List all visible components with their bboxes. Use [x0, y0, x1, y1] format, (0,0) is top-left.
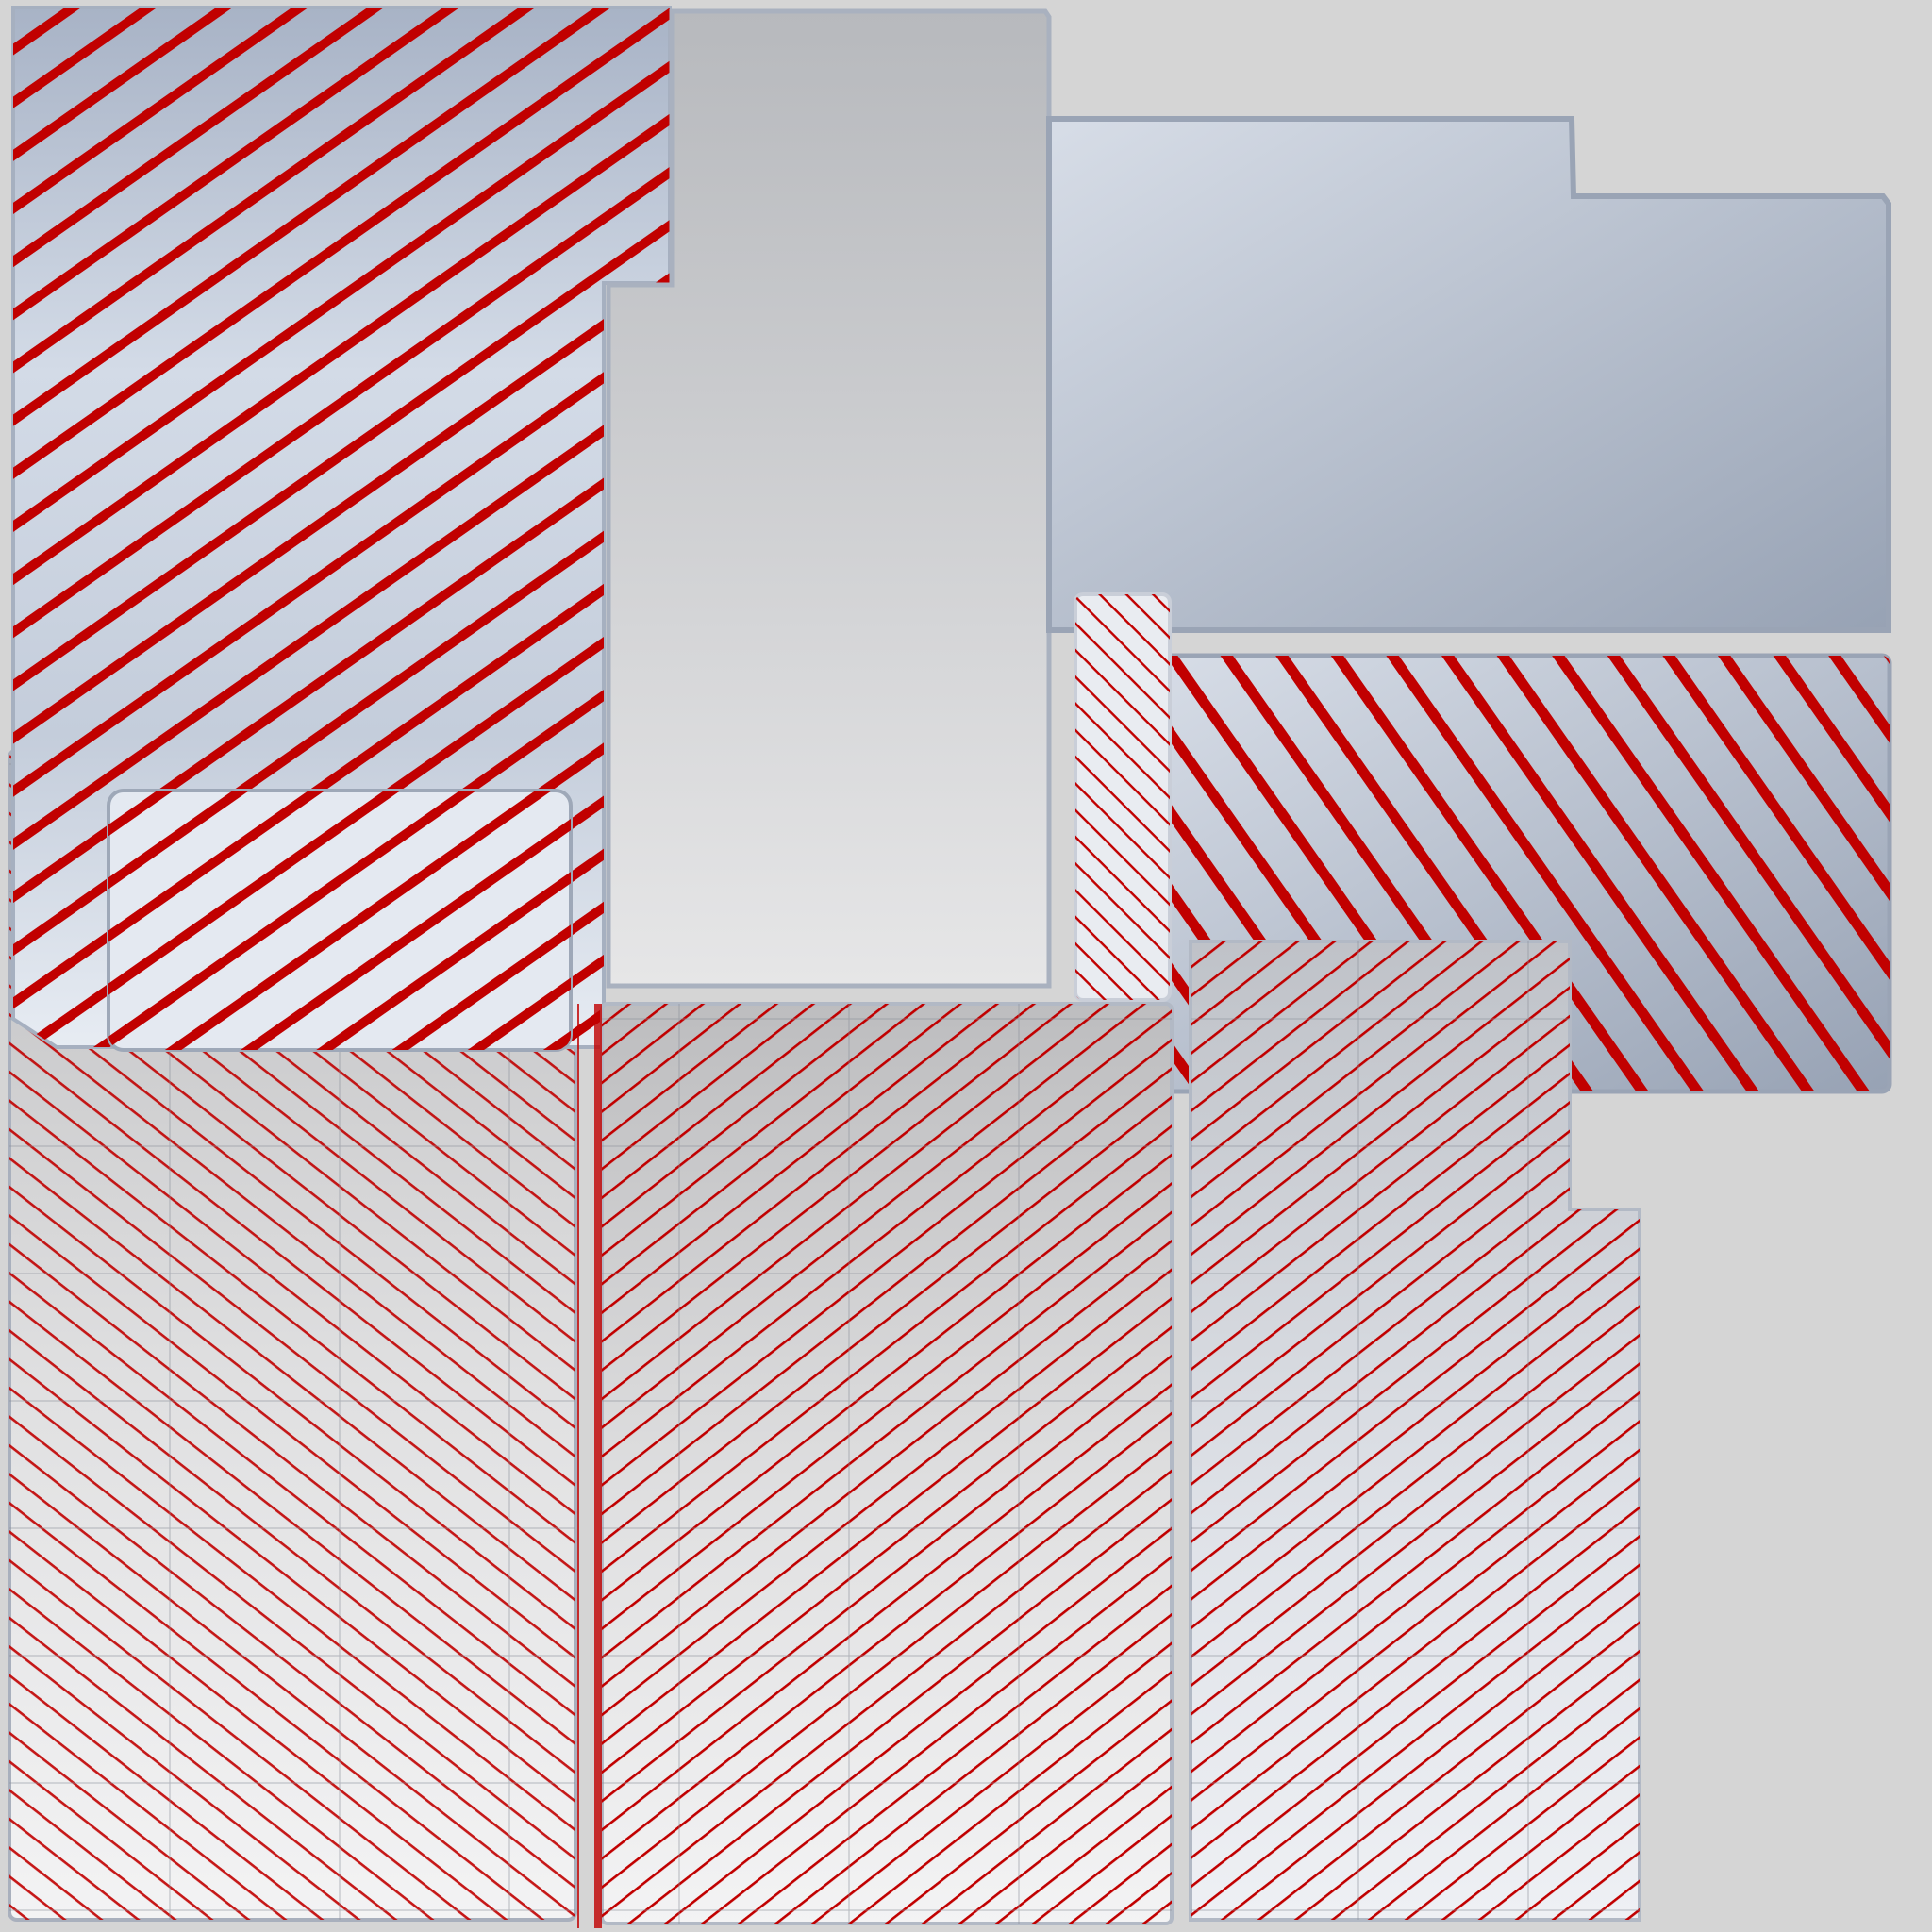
- narrow-center-hatched-strip: [1074, 592, 1172, 1002]
- center-tall-grey-panel: [606, 8, 1052, 989]
- top-right-stepped-panel: [1046, 116, 1891, 633]
- bottom-center-grid-panel: [577, 1002, 1174, 1928]
- top-left-hatched-panel: [11, 6, 672, 1049]
- left-inner-hatched-panel: [107, 789, 573, 1052]
- bottom-right-grid-panel: [1189, 940, 1641, 1922]
